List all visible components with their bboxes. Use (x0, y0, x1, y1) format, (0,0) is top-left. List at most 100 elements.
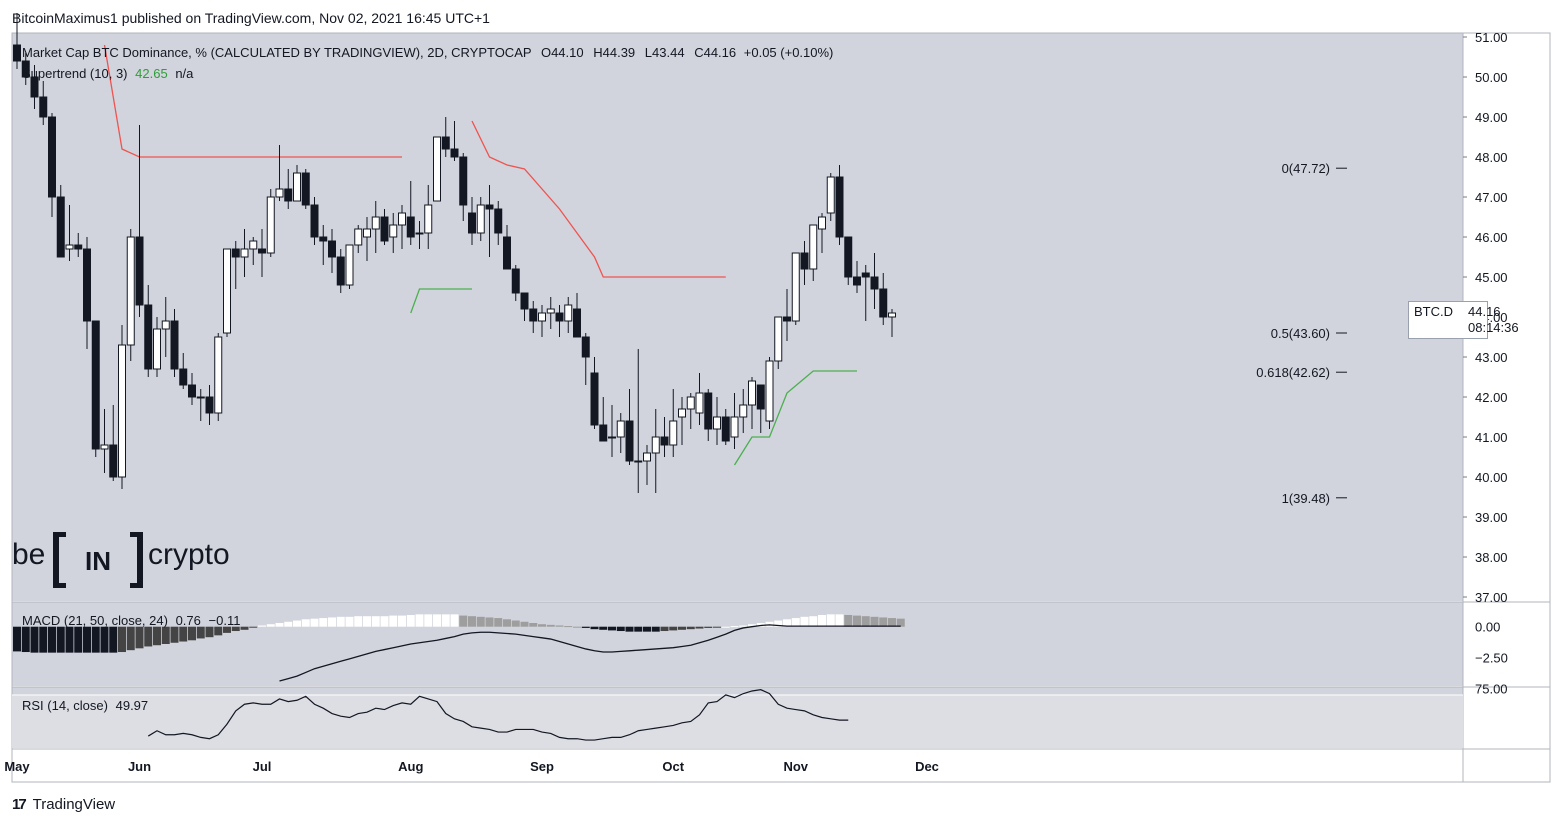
macd-histogram-bar (888, 618, 896, 627)
macd-histogram-bar (371, 616, 380, 627)
candle (546, 297, 555, 329)
candle (240, 229, 249, 277)
candle-body-up (634, 460, 643, 463)
macd-histogram-bar (450, 614, 459, 627)
macd-histogram-bar (669, 626, 678, 631)
macd-histogram-bar (713, 626, 721, 628)
macd-tick-label: −2.50 (1475, 651, 1508, 666)
candle (319, 225, 328, 265)
y-tick-label: 41.00 (1475, 430, 1508, 445)
candle-body-up (538, 312, 546, 322)
candle-body-down (231, 248, 240, 258)
candle (74, 233, 83, 257)
candle-body-down (511, 268, 520, 294)
candle (389, 213, 398, 253)
candle-body-up (161, 320, 170, 330)
x-tick-label: Oct (662, 759, 684, 774)
macd-histogram-bar (336, 616, 345, 627)
candle-body-up (765, 360, 774, 422)
candle (214, 333, 223, 421)
candle (56, 185, 65, 258)
candle (266, 189, 275, 257)
candle-body-up (678, 408, 686, 418)
candle (599, 397, 608, 442)
macd-histogram-bar (433, 614, 441, 627)
candle (91, 320, 100, 457)
candle-body-down (91, 320, 100, 450)
candle-body-up (774, 316, 783, 362)
y-tick-label: 37.00 (1475, 590, 1508, 605)
candle-body-up (564, 304, 573, 322)
candle-body-down (494, 208, 503, 234)
candle (756, 384, 765, 433)
x-tick-label: Jun (128, 759, 151, 774)
footer-brand-text: TradingView (32, 796, 116, 813)
candle (555, 305, 564, 337)
candle (13, 13, 21, 69)
logo-text-be: be (12, 538, 46, 571)
candle (380, 209, 389, 245)
candle-body-down (861, 272, 870, 278)
candle (30, 65, 39, 109)
macd-histogram-bar (800, 616, 809, 627)
candle (791, 252, 800, 325)
candle (818, 213, 826, 253)
macd-histogram-bar (406, 614, 415, 627)
macd-histogram-bar (188, 626, 196, 641)
candle (100, 409, 109, 473)
macd-histogram-bar (126, 626, 135, 651)
candle-body-down (319, 236, 328, 242)
candle-body-down (39, 96, 48, 118)
candle-body-down (441, 136, 450, 150)
macd-histogram-bar (363, 616, 371, 627)
candle-body-down (21, 60, 30, 78)
y-tick-label: 48.00 (1475, 150, 1508, 165)
candle (275, 145, 284, 201)
candle-body-down (406, 216, 415, 238)
candle (118, 325, 126, 489)
macd-histogram-bar (774, 620, 783, 627)
candle-body-up (616, 420, 625, 438)
candle (888, 309, 896, 337)
macd-histogram-bar (48, 626, 56, 653)
candle (608, 405, 616, 457)
macd-histogram-bar (546, 624, 555, 627)
close-value: 44.16 (703, 45, 737, 60)
macd-histogram-bar (345, 616, 354, 627)
macd-histogram-bar (730, 626, 739, 628)
supertrend-na: n/a (175, 66, 194, 81)
candle (415, 221, 424, 249)
high-value: 44.39 (602, 45, 636, 60)
macd-histogram-bar (39, 626, 48, 653)
candle (223, 248, 231, 337)
candle (669, 389, 678, 457)
candle (590, 357, 599, 429)
candle-body-down (188, 384, 196, 398)
candle-body-up (748, 380, 756, 406)
candle-body-down (144, 304, 153, 370)
candle (879, 273, 888, 325)
y-tick-label: 47.00 (1475, 190, 1508, 205)
candle-body-down (835, 176, 844, 238)
candle-body-down (74, 244, 83, 250)
price-badge: BTC.D 44.16 08:14:36 (1408, 301, 1519, 339)
rsi-band (12, 694, 1463, 748)
candle (161, 297, 170, 357)
candle-body-up (266, 196, 275, 254)
candle-body-up (608, 436, 616, 439)
candle-body-up (433, 136, 441, 202)
candle-body-down (459, 156, 468, 206)
candle (660, 417, 669, 457)
macd-histogram-bar (205, 626, 214, 638)
macd-histogram-bar (284, 621, 293, 627)
macd-histogram-bar (844, 614, 853, 627)
candle (485, 185, 494, 257)
macd-histogram-bar (109, 626, 118, 653)
candle-body-down (704, 392, 713, 430)
candle (109, 405, 118, 481)
macd-histogram-bar (721, 626, 730, 628)
logo-text-crypto: crypto (148, 538, 230, 571)
candle-body-down (450, 148, 459, 158)
candle (861, 265, 870, 321)
